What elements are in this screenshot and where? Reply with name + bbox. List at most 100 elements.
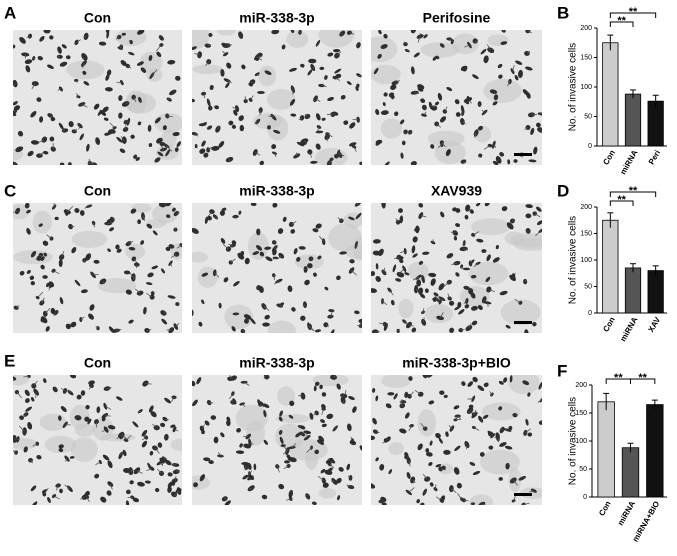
cell-process (159, 462, 163, 466)
cell-process (273, 275, 275, 281)
cell (162, 416, 168, 422)
cell (392, 264, 397, 273)
cell-process (167, 115, 173, 118)
cell (116, 136, 123, 143)
cell (482, 414, 489, 419)
cell (125, 289, 132, 295)
cell (125, 489, 131, 495)
cell (527, 392, 531, 397)
cell (383, 33, 388, 39)
cell (455, 272, 460, 277)
cell (272, 151, 278, 155)
cell (356, 42, 361, 49)
smudge (97, 278, 137, 294)
cell-process (306, 447, 312, 453)
cell-process (15, 305, 20, 309)
cell (326, 160, 332, 165)
cell-process (13, 450, 17, 453)
cell-process (312, 67, 315, 70)
cell (313, 272, 317, 277)
cell-process (329, 161, 331, 164)
cell (208, 105, 213, 111)
cell (313, 385, 317, 392)
cell (380, 496, 387, 503)
cell-process (174, 428, 179, 432)
cell-process (203, 93, 206, 99)
cell (102, 454, 110, 461)
cell (382, 102, 386, 107)
cell-process (75, 80, 78, 83)
cell-process (39, 151, 45, 156)
cell (468, 288, 474, 295)
cell-process (488, 289, 495, 293)
cell (118, 431, 124, 438)
cell (533, 146, 538, 155)
cell (76, 394, 82, 400)
image-title: Con (84, 355, 111, 371)
smudge (146, 67, 163, 82)
cell-process (331, 332, 333, 333)
cell (59, 162, 65, 165)
cell (513, 159, 518, 163)
cell (336, 477, 342, 484)
cell (404, 272, 410, 276)
cell-process (125, 435, 132, 441)
cell (417, 443, 423, 451)
cell (396, 271, 405, 278)
cell (508, 425, 513, 431)
cell (218, 140, 225, 148)
cell (23, 446, 28, 453)
cell (106, 490, 112, 496)
cell-process (315, 98, 321, 102)
cell-process (408, 460, 411, 467)
cell (30, 250, 37, 258)
cell (375, 276, 381, 282)
cell (68, 121, 74, 128)
cell-process (464, 44, 470, 48)
cell (422, 251, 430, 255)
cell-process (119, 44, 123, 49)
cell-process (250, 95, 254, 101)
cell (352, 406, 357, 413)
cell-process (457, 493, 462, 500)
cell (100, 496, 107, 503)
cell-process (255, 152, 261, 156)
cell-process (23, 375, 30, 378)
cell (259, 160, 265, 165)
y-tick-label: 200 (580, 204, 592, 211)
cell (123, 467, 131, 473)
cell-process (302, 304, 306, 307)
bar (597, 401, 615, 498)
cell (40, 264, 45, 270)
cell (443, 449, 451, 455)
cell (393, 393, 398, 400)
cell-process (107, 387, 112, 389)
smudge (504, 231, 525, 246)
cell (469, 461, 476, 466)
cell-process (513, 480, 518, 486)
cell-process (207, 44, 210, 46)
cell (263, 439, 268, 445)
cell-process (13, 163, 16, 165)
cell-process (227, 80, 232, 84)
cell (206, 125, 213, 130)
cell-process (222, 50, 226, 55)
cell (390, 84, 397, 90)
cell (411, 327, 417, 333)
significance-label: ** (629, 6, 638, 18)
cell (479, 452, 485, 457)
cell (203, 152, 209, 158)
panel-letter: C (4, 181, 16, 200)
cell (291, 307, 296, 312)
cell-process (403, 131, 406, 134)
cell (262, 322, 270, 327)
panel-letter: D (557, 181, 569, 200)
cell (503, 377, 508, 383)
cell-process (164, 418, 169, 421)
cell (243, 314, 252, 320)
cell (29, 275, 35, 280)
cell-process (37, 291, 44, 298)
cell (42, 240, 49, 246)
cell-process (105, 405, 112, 410)
cell (278, 483, 285, 490)
